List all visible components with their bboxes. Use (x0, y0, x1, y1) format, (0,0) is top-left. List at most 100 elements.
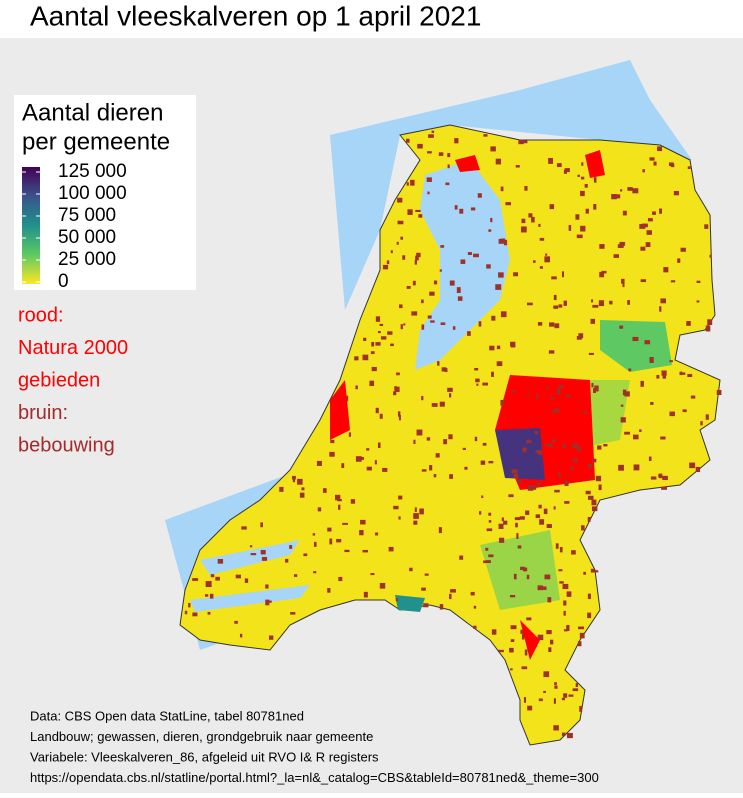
built-up-area (639, 223, 646, 229)
built-up-area (427, 191, 430, 195)
annotation: Natura 2000 (18, 337, 128, 359)
built-up-area (531, 216, 535, 223)
built-up-area (445, 182, 450, 186)
built-up-area (526, 439, 532, 444)
built-up-area (553, 408, 560, 413)
built-up-area (704, 224, 709, 229)
built-up-area (400, 324, 403, 330)
built-up-area (419, 508, 424, 515)
built-up-area (558, 472, 561, 478)
built-up-area (375, 316, 381, 322)
built-up-area (553, 725, 559, 731)
title-bar (0, 0, 743, 38)
built-up-area (407, 209, 413, 215)
built-up-area (397, 411, 401, 417)
built-up-area (537, 634, 544, 641)
built-up-area (421, 395, 424, 401)
built-up-area (265, 584, 269, 589)
built-up-area (597, 445, 602, 450)
legend-tick-label: 25 000 (58, 249, 116, 270)
built-up-area (387, 331, 393, 335)
built-up-area (403, 323, 406, 326)
built-up-area (447, 164, 450, 169)
built-up-area (359, 456, 365, 460)
built-up-area (543, 671, 550, 678)
built-up-area (707, 319, 713, 326)
annotation: gebieden (18, 369, 100, 391)
built-up-area (581, 162, 584, 166)
source-line: Data: CBS Open data StatLine, tabel 8078… (30, 708, 304, 723)
built-up-area (563, 300, 567, 306)
built-up-area (539, 519, 545, 525)
built-up-area (427, 315, 432, 319)
built-up-area (488, 520, 492, 523)
built-up-area (260, 549, 266, 555)
title: Aantal vleeskalveren op 1 april 2021 (30, 0, 481, 31)
built-up-area (613, 254, 620, 258)
built-up-area (545, 443, 549, 447)
built-up-area (369, 380, 375, 386)
built-up-area (696, 300, 700, 303)
built-up-area (375, 407, 379, 414)
built-up-area (396, 241, 399, 245)
built-up-area (303, 553, 308, 557)
built-up-area (412, 280, 416, 286)
built-up-area (579, 632, 585, 639)
built-up-area (562, 583, 569, 590)
built-up-area (292, 475, 296, 480)
built-up-area (489, 345, 495, 351)
built-up-area (375, 532, 379, 536)
built-up-area (628, 368, 632, 372)
built-up-area (395, 598, 398, 602)
built-up-area (554, 685, 558, 689)
built-up-area (431, 403, 438, 407)
built-up-area (558, 384, 564, 389)
built-up-area (499, 537, 505, 543)
built-up-area (348, 432, 352, 437)
built-up-area (663, 267, 669, 273)
built-up-area (341, 463, 345, 469)
built-up-area (677, 258, 681, 263)
built-up-area (437, 361, 440, 366)
built-up-area (571, 550, 576, 555)
built-up-area (454, 205, 458, 210)
built-up-area (382, 467, 388, 472)
built-up-area (450, 589, 456, 593)
colorbar (22, 167, 40, 284)
built-up-area (520, 226, 527, 233)
built-up-area (443, 439, 448, 445)
built-up-area (556, 163, 562, 168)
built-up-area (207, 611, 211, 615)
built-up-area (409, 567, 413, 572)
built-up-area (587, 593, 591, 600)
built-up-area (500, 186, 504, 192)
built-up-area (414, 260, 417, 265)
built-up-area (360, 519, 366, 525)
built-up-area (657, 146, 663, 152)
built-up-area (566, 394, 571, 398)
built-up-area (478, 321, 482, 327)
built-up-area (416, 429, 423, 436)
built-up-area (429, 465, 433, 471)
built-up-area (485, 547, 489, 551)
built-up-area (645, 242, 651, 248)
built-up-area (366, 448, 370, 451)
built-up-area (390, 250, 393, 254)
built-up-area (363, 591, 368, 598)
built-up-area (550, 396, 555, 400)
built-up-area (449, 280, 455, 286)
built-up-area (621, 278, 625, 284)
built-up-area (413, 513, 419, 519)
built-up-area (515, 522, 518, 528)
built-up-area (398, 414, 401, 421)
built-up-area (563, 693, 568, 698)
built-up-area (514, 517, 521, 521)
built-up-area (316, 460, 322, 466)
built-up-area (327, 588, 331, 593)
built-up-area (375, 342, 381, 346)
built-up-area (553, 305, 559, 309)
built-up-area (413, 439, 416, 444)
built-up-area (413, 520, 418, 525)
built-up-area (558, 569, 563, 572)
built-up-area (354, 356, 359, 361)
